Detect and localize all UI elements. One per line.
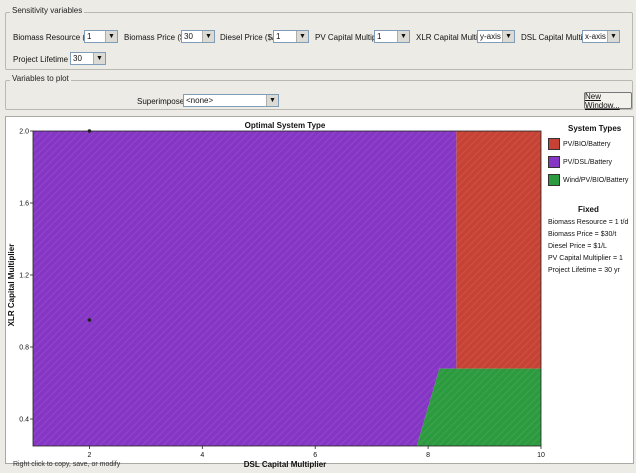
data-point-marker [87, 318, 92, 322]
legend-label: Wind/PV/BIO/Battery [563, 176, 629, 184]
region-texture [456, 131, 541, 369]
chart-title: Optimal System Type [245, 121, 326, 130]
legend-swatch [548, 156, 560, 168]
x-tick-label: 8 [426, 452, 430, 459]
chart-axes: 2 4 6 8 10 0.4 0.8 1.2 1.6 2.0 [19, 129, 545, 460]
biomass-price-value: 30 [184, 32, 193, 41]
legend-swatch [548, 138, 560, 150]
legend-label: PV/BIO/Battery [563, 140, 611, 148]
project-lifetime-label: Project Lifetime (yr) [13, 55, 83, 64]
pv-capital-multiplier-value: 1 [377, 32, 382, 41]
pv-capital-multiplier-label: PV Capital Multiplier [315, 33, 388, 42]
legend-label: PV/DSL/Battery [563, 158, 613, 166]
new-window-button[interactable]: New Window... [584, 91, 632, 110]
dsl-capital-multiplier-label: DSL Capital Multiplier [521, 33, 598, 42]
pv-capital-multiplier-select[interactable]: 1 ▼ [374, 30, 410, 43]
sensitivity-variables-title: Sensitivity variables [10, 6, 85, 15]
biomass-price-label: Biomass Price ($/t) [124, 33, 192, 42]
xlr-capital-multiplier-label: XLR Capital Multiplier [416, 33, 493, 42]
chevron-down-icon[interactable]: ▼ [502, 31, 514, 42]
chevron-down-icon[interactable]: ▼ [296, 31, 308, 42]
diesel-price-select[interactable]: 1 ▼ [273, 30, 309, 43]
fixed-pv-capital-multiplier: PV Capital Multiplier = 1 [548, 255, 623, 262]
xlr-capital-multiplier-select[interactable]: y-axis ▼ [477, 30, 515, 43]
chart-texture [33, 131, 541, 446]
y-tick-label: 0.8 [19, 345, 29, 352]
legend-title: System Types [568, 124, 622, 133]
fixed-project-lifetime: Project Lifetime = 30 yr [548, 267, 620, 274]
chevron-down-icon[interactable]: ▼ [397, 31, 409, 42]
diesel-price-value: 1 [276, 32, 281, 41]
dsl-capital-multiplier-value: x-axis [585, 32, 606, 41]
fixed-diesel-price: Diesel Price = $1/L [548, 243, 607, 250]
y-tick-label: 1.6 [19, 201, 29, 208]
legend-item-pv-dsl-battery: PV/DSL/Battery [548, 156, 612, 168]
y-tick-label: 2.0 [19, 129, 29, 136]
chevron-down-icon[interactable]: ▼ [105, 31, 117, 42]
biomass-resource-label: Biomass Resource (t/d) [13, 33, 97, 42]
biomass-resource-value: 1 [87, 32, 92, 41]
chevron-down-icon[interactable]: ▼ [607, 31, 619, 42]
variables-to-plot-title: Variables to plot [10, 74, 71, 83]
plot-border [32, 130, 542, 447]
y-tick-label: 1.2 [19, 273, 29, 280]
x-axis-label: DSL Capital Multiplier [244, 460, 327, 469]
x-tick-label: 2 [87, 452, 91, 459]
x-tick-label: 6 [313, 452, 317, 459]
y-axis-label: XLR Capital Multiplier [7, 244, 16, 327]
project-lifetime-value: 30 [73, 54, 82, 63]
superimposed-select[interactable]: <none> ▼ [183, 94, 279, 107]
legend-item-pv-bio-battery: PV/BIO/Battery [548, 138, 610, 150]
legend-swatch [548, 174, 560, 186]
variables-to-plot-group [5, 80, 633, 110]
region-texture [416, 368, 541, 446]
chevron-down-icon[interactable]: ▼ [266, 95, 278, 106]
y-tick-label: 0.4 [19, 417, 29, 424]
x-tick-label: 4 [200, 452, 204, 459]
status-text: Right click to copy, save, or modify [13, 461, 121, 468]
fixed-title: Fixed [578, 205, 599, 214]
superimposed-label: Superimposed [137, 97, 189, 106]
biomass-resource-select[interactable]: 1 ▼ [84, 30, 118, 43]
biomass-price-select[interactable]: 30 ▼ [181, 30, 215, 43]
xlr-capital-multiplier-value: y-axis [480, 32, 501, 41]
chevron-down-icon[interactable]: ▼ [93, 53, 105, 64]
data-point-marker [87, 129, 92, 133]
diesel-price-label: Diesel Price ($/L) [220, 33, 282, 42]
new-window-label: New Window... [585, 91, 620, 110]
chevron-down-icon[interactable]: ▼ [202, 31, 214, 42]
superimposed-value: <none> [186, 96, 214, 105]
legend-item-wind-pv-bio-battery: Wind/PV/BIO/Battery [548, 174, 628, 186]
fixed-biomass-resource: Biomass Resource = 1 t/d [548, 219, 629, 226]
dsl-capital-multiplier-select[interactable]: x-axis ▼ [582, 30, 620, 43]
fixed-biomass-price: Biomass Price = $30/t [548, 231, 617, 238]
sensitivity-variables-group [5, 12, 633, 70]
project-lifetime-select[interactable]: 30 ▼ [70, 52, 106, 65]
x-tick-label: 10 [537, 452, 545, 459]
region-texture [33, 131, 457, 446]
